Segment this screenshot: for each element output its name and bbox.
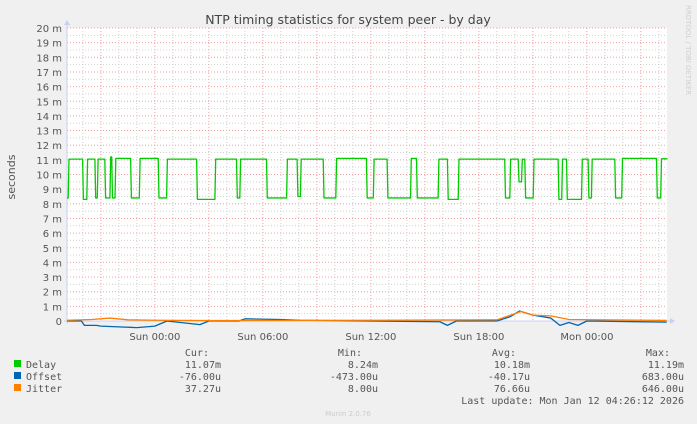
x-tick-label: Sun 06:00 <box>237 332 288 343</box>
legend-swatch-delay <box>14 360 21 367</box>
chart-title: NTP timing statistics for system peer - … <box>205 12 491 27</box>
legend-offset-min: -473.00u <box>330 372 378 383</box>
legend-delay-cur: 11.07m <box>185 360 221 371</box>
y-tick-label: 3 m <box>43 273 62 284</box>
legend-header-avg: Avg: <box>492 348 516 359</box>
x-tick-label: Sun 00:00 <box>129 332 180 343</box>
y-tick-label: 11 m <box>36 156 62 167</box>
legend-jitter-avg: 76.66u <box>494 384 530 395</box>
y-tick-label: 13 m <box>36 127 62 138</box>
x-tick-label: Sun 12:00 <box>345 332 396 343</box>
legend-delay-name: Delay <box>26 360 56 371</box>
legend-delay-max: 11.19m <box>648 360 684 371</box>
series-lines <box>66 156 668 329</box>
y-tick-label: 1 m <box>43 302 62 313</box>
legend-swatch-jitter <box>14 384 21 391</box>
y-tick-label: 9 m <box>43 185 62 196</box>
legend-delay-min: 8.24m <box>348 360 378 371</box>
legend-header-min: Min: <box>338 348 362 359</box>
y-axis-label: seconds <box>5 154 18 199</box>
legend-offset-avg: -40.17u <box>488 372 530 383</box>
legend-offset-max: 683.00u <box>642 372 684 383</box>
y-tick-label: 18 m <box>36 53 62 64</box>
last-update: Last update: Mon Jan 12 04:26:12 2026 <box>461 396 684 407</box>
y-tick-label: 10 m <box>36 171 62 182</box>
legend-jitter-max: 646.00u <box>642 384 684 395</box>
x-tick-label: Sun 18:00 <box>453 332 504 343</box>
legend-header-max: Max: <box>646 348 670 359</box>
munin-version: Munin 2.0.76 <box>325 410 371 418</box>
y-axis-arrow <box>64 20 70 25</box>
y-tick-label: 20 m <box>36 24 62 35</box>
y-tick-label: 16 m <box>36 83 62 94</box>
y-tick-labels: 0 1 m 2 m 3 m 4 m 5 m 6 m 7 m 8 m 9 m 10 m 11 m 12 m… <box>36 24 62 328</box>
legend-offset-cur: -76.00u <box>179 372 221 383</box>
legend-jitter-min: 8.00u <box>348 384 378 395</box>
legend-offset-name: Offset <box>26 372 62 383</box>
y-tick-label: 6 m <box>43 229 62 240</box>
legend-delay-avg: 10.18m <box>494 360 530 371</box>
rrdtool-watermark: RRDTOOL / TOBI OETIKER <box>684 5 692 95</box>
y-tick-label: 15 m <box>36 97 62 108</box>
legend-jitter-cur: 37.27u <box>185 384 221 395</box>
x-axis-arrow <box>670 318 675 324</box>
legend-swatch-offset <box>14 372 21 379</box>
y-tick-label: 5 m <box>43 244 62 255</box>
y-tick-label: 7 m <box>43 214 62 225</box>
legend-jitter-name: Jitter <box>26 384 62 395</box>
x-tick-label: Mon 00:00 <box>560 332 613 343</box>
x-tick-labels: Sun 00:00 Sun 06:00 Sun 12:00 Sun 18:00 Mon … <box>129 332 613 343</box>
legend-header-cur: Cur: <box>185 348 209 359</box>
y-tick-label: 19 m <box>36 39 62 50</box>
grid <box>67 27 667 322</box>
y-tick-label: 2 m <box>43 288 62 299</box>
legend: Cur: Min: Avg: Max: Delay 11.07m 8.24m 10.1… <box>14 348 684 407</box>
series-line-delay <box>67 156 668 201</box>
y-tick-label: 0 <box>56 317 62 328</box>
y-tick-label: 14 m <box>36 112 62 123</box>
y-tick-label: 8 m <box>43 200 62 211</box>
series-line-jitter <box>66 310 667 322</box>
y-tick-label: 17 m <box>36 68 62 79</box>
y-tick-label: 4 m <box>43 258 62 269</box>
y-tick-label: 12 m <box>36 141 62 152</box>
